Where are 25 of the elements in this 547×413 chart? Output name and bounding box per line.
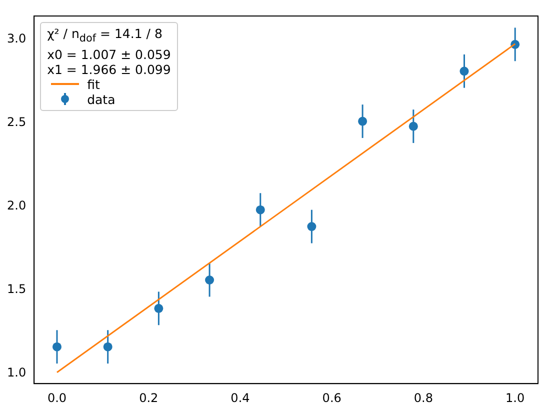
y-tick-label: 2.0 xyxy=(6,198,26,213)
y-tick-label: 1.5 xyxy=(6,282,26,296)
y-tick-label: 1.0 xyxy=(6,366,26,380)
x-tick-label: 0.0 xyxy=(47,390,67,405)
point xyxy=(256,205,265,214)
legend-label: data xyxy=(87,92,116,106)
x-tick-label: 1.0 xyxy=(506,390,525,405)
point xyxy=(154,304,164,313)
x-tick-label: 0.6 xyxy=(322,390,342,405)
point xyxy=(103,342,112,352)
point xyxy=(460,66,469,76)
y-tick-label: 2.5 xyxy=(6,115,26,130)
point xyxy=(52,342,62,352)
x-tick-label: 0.4 xyxy=(230,390,250,405)
annotation: x1 = 1.966 ± 0.099 xyxy=(47,62,171,76)
point xyxy=(205,276,214,285)
x-tick-label: 0.2 xyxy=(139,390,158,405)
point xyxy=(307,222,316,232)
point xyxy=(408,122,418,131)
point xyxy=(358,116,368,126)
legend-label: fit xyxy=(87,76,100,92)
x-tick-label: 0.8 xyxy=(414,390,434,405)
annotation: χ² / n$_{dof}$ = 14.1 / 8 xyxy=(47,26,164,46)
annotation: x0 = 1.007 ± 0.059 xyxy=(47,46,171,62)
y-tick-label: 3.0 xyxy=(6,32,26,46)
